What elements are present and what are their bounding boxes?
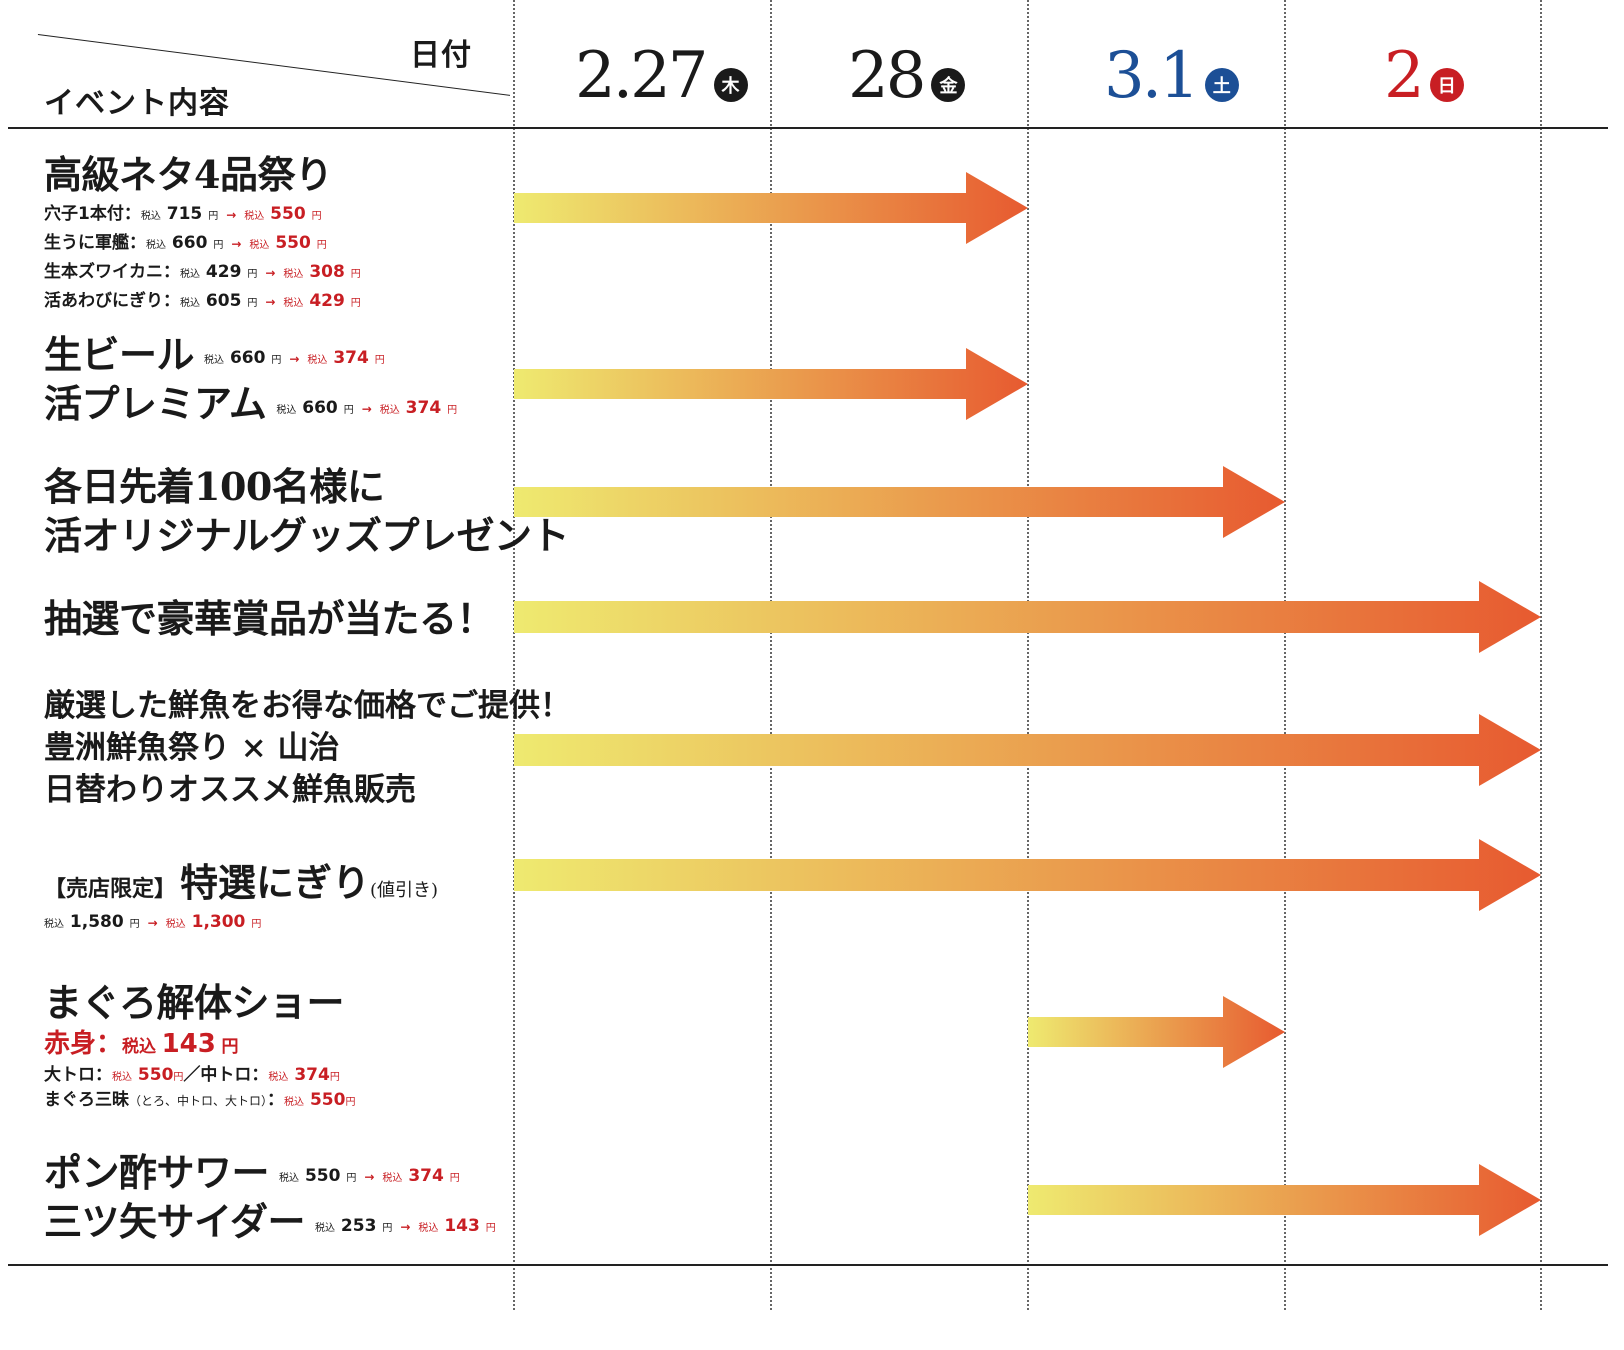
event-title-line: 生ビール 税込 660 円 → 税込 374 円 [44, 332, 385, 377]
event-title-line: 日替わりオススメ鮮魚販売 [44, 771, 416, 808]
akami-price: 赤身：税込 143 円 [44, 1029, 239, 1060]
date-number: 28 [848, 39, 926, 113]
header-rule [8, 127, 1608, 129]
date-header-thu: 2.27 木 [575, 44, 748, 108]
discount-note: (値引き) [370, 880, 439, 901]
event-sour-cider: ポン酢サワー 税込 550 円 → 税込 374 円 三ツ矢サイダー 税込 253 円 →… [44, 1148, 496, 1247]
event-tuna-show: まぐろ解体ショー 赤身：税込 143 円 大トロ：税込 550円／中トロ：税込 … [44, 978, 355, 1114]
event-title-line: 三ツ矢サイダー 税込 253 円 → 税込 143 円 [44, 1199, 496, 1245]
day-divider-5 [1540, 0, 1542, 1310]
event-title-line: ポン酢サワー 税込 550 円 → 税込 374 円 [44, 1150, 460, 1195]
event-lottery: 抽選で豪華賞品が当たる！ [44, 594, 495, 643]
duration-arrow [514, 581, 1541, 653]
date-header-sun: 2 日 [1384, 44, 1464, 108]
weekday-badge: 金 [931, 68, 966, 102]
date-number: 2.27 [575, 39, 708, 113]
weekday-badge: 土 [1204, 68, 1239, 102]
event-title: 高級ネタ4品祭り [44, 152, 333, 197]
event-column-label: イベント内容 [44, 86, 230, 121]
event-title-line: 活プレミアム 税込 660 円 → 税込 374 円 [44, 381, 458, 427]
duration-arrow [514, 348, 1028, 420]
price-line: 税込 1,580 円 → 税込 1,300 円 [44, 912, 262, 932]
weekday-badge: 日 [1429, 68, 1464, 102]
date-number: 2 [1384, 39, 1425, 113]
day-divider-2 [770, 0, 772, 1310]
duration-arrow [1028, 996, 1285, 1068]
price-line: 生うに軍艦：税込 660 円 → 税込 550 円 [44, 233, 327, 254]
date-column-label: 日付 [410, 38, 472, 73]
duration-arrow [514, 839, 1541, 911]
duration-arrow [514, 466, 1285, 538]
duration-arrow [514, 172, 1028, 244]
price-line: まぐろ三昧（とろ、中トロ、大トロ）：税込 550円 [44, 1090, 356, 1111]
price-line: 穴子1本付：税込 715 円 → 税込 550 円 [44, 204, 322, 225]
event-goods-present: 各日先着100名様に 活オリジナルグッズプレゼント [44, 462, 570, 561]
price-line: 生本ズワイカニ：税込 429 円 → 税込 308 円 [44, 262, 361, 283]
event-special-nigiri: 【売店限定】 特選にぎり(値引き) 税込 1,580 円 → 税込 1,300 円 [44, 852, 438, 938]
event-title-line: 各日先着100名様に [44, 464, 385, 509]
event-title: 特選にぎり [180, 860, 371, 905]
weekday-badge: 木 [713, 68, 748, 102]
event-premium-neta: 高級ネタ4品祭り 穴子1本付：税込 715 円 → 税込 550 円 生うに軍艦：税… [44, 150, 361, 317]
date-number: 3.1 [1104, 39, 1200, 113]
day-divider-3 [1027, 0, 1029, 1310]
duration-arrow [1028, 1164, 1541, 1236]
event-title: まぐろ解体ショー [44, 980, 345, 1025]
footer-rule [8, 1264, 1608, 1266]
price-line: 活あわびにぎり：税込 605 円 → 税込 429 円 [44, 291, 361, 312]
event-draft-beer: 生ビール 税込 660 円 → 税込 374 円 活プレミアム 税込 660 円 → 税込 … [44, 330, 457, 429]
date-header-fri: 28 金 [848, 39, 966, 113]
duration-arrow [514, 714, 1541, 786]
event-title-line: 厳選した鮮魚をお得な価格でご提供！ [44, 688, 571, 724]
date-header-sat: 3.1 土 [1104, 44, 1239, 108]
shop-limited-tag: 【売店限定】 [44, 876, 177, 902]
price-line: 大トロ：税込 550円／中トロ：税込 374円 [44, 1065, 340, 1086]
event-title-line: 抽選で豪華賞品が当たる！ [44, 596, 495, 641]
day-divider-1 [513, 0, 515, 1310]
event-title-line: 豊洲鮮魚祭り × 山治 [44, 729, 340, 766]
event-fresh-fish: 厳選した鮮魚をお得な価格でご提供！ 豊洲鮮魚祭り × 山治 日替わりオススメ鮮魚… [44, 686, 571, 812]
day-divider-4 [1284, 0, 1286, 1310]
event-title-line: 活オリジナルグッズプレゼント [44, 513, 570, 559]
